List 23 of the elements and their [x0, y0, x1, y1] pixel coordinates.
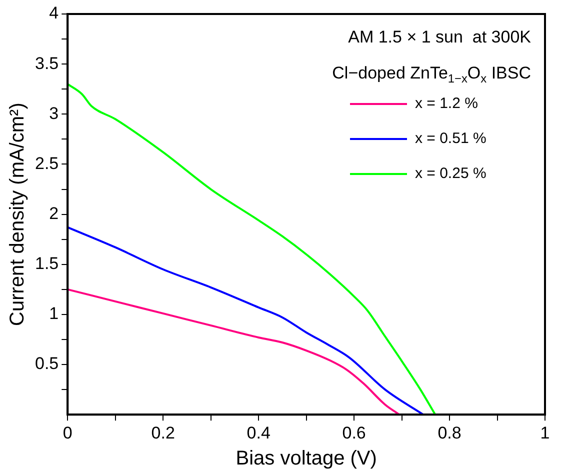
y-tick-label: 4: [49, 4, 59, 23]
line-series: [68, 83, 436, 415]
x-tick-label: 0.4: [246, 423, 270, 442]
legend-label: x = 0.25 %: [415, 165, 486, 182]
y-tick-label: 2: [49, 204, 59, 223]
x-tick-label: 0.2: [151, 423, 175, 442]
legend-label: x = 0.51 %: [415, 130, 486, 148]
y-tick-label: 2.5: [34, 154, 59, 173]
y-tick-label: 3: [49, 104, 59, 123]
line-series: [68, 288, 400, 415]
x-tick-label: 0: [62, 423, 72, 442]
annotation: AM 1.5 × 1 sun at 300K: [348, 28, 532, 47]
y-tick-label: 0.5: [34, 354, 59, 374]
y-tick-label: 3.5: [34, 54, 59, 73]
legend-label: x = 1.2 %: [415, 95, 478, 112]
x-tick-label: 0.8: [438, 423, 462, 442]
x-axis-title: Bias voltage (V): [236, 448, 377, 470]
y-tick-label: 1: [49, 304, 59, 324]
x-tick-label: 0.6: [342, 423, 366, 442]
y-tick-label: 1.5: [34, 254, 59, 274]
line-series: [68, 226, 424, 415]
y-axis-title: Current density (mA/cm²): [6, 102, 29, 326]
x-tick-label: 1: [540, 423, 550, 442]
